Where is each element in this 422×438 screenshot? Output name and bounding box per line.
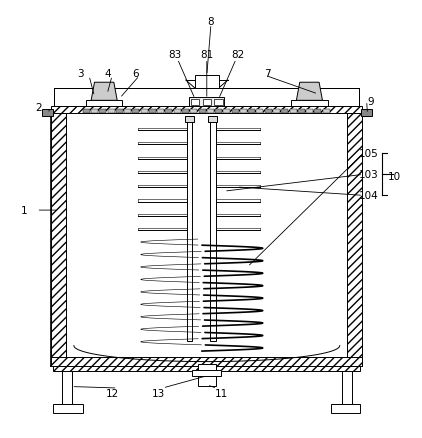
Bar [133, 110, 139, 114]
Text: 7: 7 [265, 69, 271, 79]
Bar [149, 110, 156, 114]
Bar [195, 75, 219, 89]
Text: 6: 6 [132, 69, 138, 79]
Bar [281, 110, 288, 114]
Bar [291, 101, 327, 106]
Text: 2: 2 [35, 103, 42, 113]
Text: 8: 8 [208, 17, 214, 27]
Bar [51, 106, 362, 114]
Bar [83, 110, 90, 114]
Bar [306, 110, 313, 114]
Bar [185, 117, 194, 123]
Bar [298, 110, 305, 114]
Text: 83: 83 [169, 50, 182, 60]
Text: 13: 13 [152, 388, 165, 398]
Bar [347, 114, 362, 366]
Bar [86, 101, 122, 106]
Bar [124, 110, 131, 114]
Bar [210, 120, 216, 341]
Text: 3: 3 [77, 69, 84, 79]
Text: 9: 9 [368, 96, 374, 106]
Text: 81: 81 [200, 50, 214, 60]
Bar [189, 98, 225, 106]
Bar [99, 110, 106, 114]
Bar [331, 404, 360, 413]
Bar [342, 366, 352, 404]
Polygon shape [296, 83, 322, 101]
Bar [187, 120, 192, 341]
Bar [54, 89, 360, 106]
Bar [197, 364, 216, 386]
Bar [322, 110, 330, 114]
Bar [273, 110, 280, 114]
Bar [191, 100, 199, 105]
Bar [208, 117, 217, 123]
Text: 12: 12 [106, 388, 119, 398]
Bar [66, 114, 347, 357]
Bar [192, 370, 221, 376]
Text: 4: 4 [105, 69, 111, 79]
Bar [51, 357, 362, 366]
Bar [116, 110, 123, 114]
Bar [157, 110, 164, 114]
Bar [203, 100, 211, 105]
Bar [289, 110, 297, 114]
Bar [108, 110, 114, 114]
Text: 104: 104 [359, 191, 379, 201]
Bar [215, 110, 222, 114]
Bar [240, 110, 247, 114]
Bar [214, 100, 223, 105]
Bar [51, 114, 66, 366]
Bar [248, 110, 255, 114]
Text: 105: 105 [359, 149, 379, 159]
Bar [265, 110, 272, 114]
Bar [361, 110, 372, 117]
Text: 82: 82 [232, 50, 245, 60]
Polygon shape [91, 83, 117, 101]
Bar [42, 110, 53, 117]
Text: 11: 11 [215, 388, 228, 398]
Bar [182, 110, 189, 114]
Text: 1: 1 [21, 205, 27, 215]
Bar [232, 110, 239, 114]
Bar [165, 110, 173, 114]
Bar [53, 364, 360, 371]
Bar [141, 110, 148, 114]
Bar [174, 110, 181, 114]
Bar [190, 110, 197, 114]
Text: 103: 103 [359, 170, 379, 180]
Bar [207, 110, 214, 114]
Bar [314, 110, 322, 114]
Bar [257, 110, 263, 114]
Bar [198, 110, 206, 114]
Text: 10: 10 [387, 172, 400, 182]
Bar [62, 366, 72, 404]
Bar [53, 404, 83, 413]
Bar [223, 110, 230, 114]
Bar [91, 110, 98, 114]
